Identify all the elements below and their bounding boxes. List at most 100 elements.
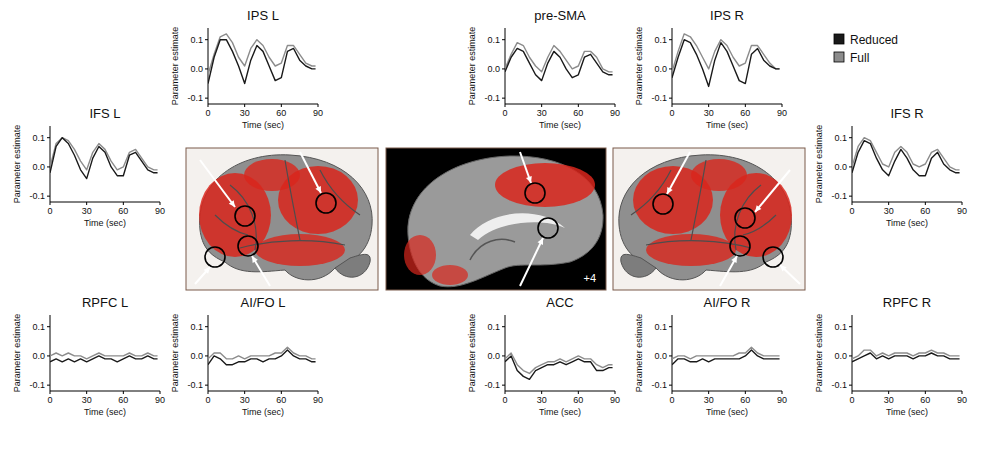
arrow	[195, 267, 210, 284]
brain-outline	[200, 155, 373, 280]
y-tick	[849, 385, 852, 386]
x-tick	[888, 202, 889, 205]
y-tick-label: 0.1	[654, 322, 667, 332]
x-tick-label: 90	[313, 108, 323, 118]
image-frame	[613, 148, 805, 290]
roi-circle	[735, 208, 755, 228]
x-tick-label: 60	[920, 395, 930, 405]
series-line	[672, 350, 780, 365]
x-tick	[505, 391, 506, 394]
y-tick	[669, 326, 672, 327]
x-tick-label: 90	[610, 395, 620, 405]
x-tick	[86, 202, 87, 205]
arrow	[780, 265, 800, 284]
legend-label: Full	[850, 51, 869, 65]
arrow-head	[204, 267, 210, 274]
y-tick	[205, 98, 208, 99]
arrow-head	[538, 238, 543, 245]
y-tick-label: 0.1	[487, 35, 500, 45]
y-axis-title: Parameter estimate	[170, 314, 180, 393]
x-tick	[782, 104, 783, 107]
x-tick	[318, 104, 319, 107]
image-frame	[186, 148, 378, 290]
x-axis	[672, 104, 782, 105]
y-tick-label: 0.1	[834, 133, 847, 143]
y-tick-label: -0.1	[831, 380, 847, 390]
series-line	[208, 40, 316, 84]
x-tick-label: 30	[537, 395, 547, 405]
y-tick	[47, 385, 50, 386]
figure: +4IFS L-0.10.00.10306090Time (sec)Parame…	[0, 0, 994, 464]
data-group	[50, 353, 158, 362]
panel-title: pre-SMA	[534, 8, 586, 23]
y-tick	[47, 137, 50, 138]
legend: ReducedFull	[834, 33, 898, 65]
y-tick	[205, 68, 208, 69]
x-axis-title: Time (sec)	[706, 120, 748, 130]
slice-label: +4	[583, 272, 596, 284]
y-tick-label: 0.1	[190, 35, 203, 45]
y-axis-title: Parameter estimate	[12, 125, 22, 204]
x-axis-title: Time (sec)	[242, 407, 284, 417]
data-group	[208, 34, 316, 84]
panel: pre-SMA-0.10.00.10306090Time (sec)Parame…	[467, 8, 620, 130]
x-tick	[962, 391, 963, 394]
x-tick-label: 60	[920, 206, 930, 216]
y-tick-label: 0.0	[190, 351, 203, 361]
x-tick-label: 0	[205, 108, 210, 118]
series-line	[208, 347, 316, 359]
arrow	[300, 152, 321, 193]
arrow	[200, 160, 235, 207]
x-axis-title: Time (sec)	[886, 407, 928, 417]
x-tick-label: 30	[704, 108, 714, 118]
corpus-callosum	[470, 213, 565, 240]
panel-title: ACC	[546, 295, 573, 310]
sulcus	[470, 239, 515, 260]
y-tick	[669, 68, 672, 69]
roi-circle	[235, 206, 255, 226]
x-tick	[925, 202, 926, 205]
y-tick-label: -0.1	[484, 93, 500, 103]
x-tick-label: 60	[573, 395, 583, 405]
cerebellum	[621, 254, 656, 277]
y-tick	[502, 355, 505, 356]
x-axis-title: Time (sec)	[242, 120, 284, 130]
x-tick	[86, 391, 87, 394]
y-tick-label: 0.1	[654, 35, 667, 45]
y-axis-title: Parameter estimate	[814, 125, 824, 204]
x-axis-title: Time (sec)	[706, 407, 748, 417]
y-axis-title: Parameter estimate	[467, 314, 477, 393]
x-axis	[505, 391, 615, 392]
x-axis-title: Time (sec)	[539, 120, 581, 130]
x-tick-label: 0	[849, 395, 854, 405]
panel-title: AI/FO L	[241, 295, 286, 310]
arrow-head	[780, 265, 787, 272]
x-tick-label: 30	[884, 206, 894, 216]
arrow	[667, 152, 690, 194]
panel: IFS R-0.10.00.10306090Time (sec)Paramete…	[814, 106, 967, 228]
y-tick	[47, 196, 50, 197]
arrow	[520, 238, 543, 286]
panel: ACC-0.10.00.10306090Time (sec)Parameter …	[467, 295, 620, 417]
y-tick-label: -0.1	[831, 191, 847, 201]
x-axis-title: Time (sec)	[886, 218, 928, 228]
sulcus	[743, 215, 776, 235]
y-axis-title: Parameter estimate	[12, 314, 22, 393]
y-tick-label: -0.1	[29, 380, 45, 390]
x-tick	[708, 104, 709, 107]
y-tick-label: 0.0	[487, 351, 500, 361]
panel-title: AI/FO R	[704, 295, 751, 310]
arrow	[720, 256, 737, 286]
cerebellum	[335, 254, 370, 277]
arrow	[520, 152, 531, 183]
series-line	[672, 40, 780, 87]
panel: AI/FO L-0.10.00.10306090Time (sec)Parame…	[170, 295, 323, 417]
series-line	[852, 141, 960, 176]
series-line	[50, 138, 158, 179]
panel: IPS L-0.10.00.10306090Time (sec)Paramete…	[170, 8, 323, 130]
x-tick-label: 90	[777, 108, 787, 118]
x-tick-label: 30	[82, 395, 92, 405]
x-tick	[318, 391, 319, 394]
y-tick-label: 0.0	[654, 64, 667, 74]
x-tick-label: 90	[155, 395, 165, 405]
